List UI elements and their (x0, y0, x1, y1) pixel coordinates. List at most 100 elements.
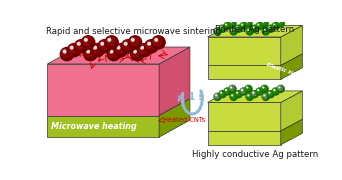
Circle shape (67, 43, 81, 58)
Circle shape (137, 43, 152, 58)
Circle shape (241, 23, 244, 26)
Circle shape (266, 24, 275, 33)
Text: Microwave heating: Microwave heating (52, 122, 137, 131)
Circle shape (245, 85, 251, 91)
Circle shape (121, 40, 132, 50)
Circle shape (245, 20, 251, 26)
Circle shape (277, 85, 283, 91)
Circle shape (220, 26, 222, 28)
Circle shape (214, 93, 220, 99)
Circle shape (255, 87, 264, 96)
Circle shape (215, 29, 218, 31)
Circle shape (225, 89, 227, 91)
Circle shape (272, 22, 278, 28)
Circle shape (236, 26, 238, 28)
Circle shape (244, 19, 253, 28)
Circle shape (86, 50, 90, 54)
Circle shape (107, 38, 111, 42)
Circle shape (129, 36, 139, 46)
Circle shape (240, 22, 246, 28)
Circle shape (257, 89, 260, 91)
Circle shape (84, 38, 88, 42)
Circle shape (98, 40, 108, 50)
Polygon shape (281, 54, 302, 79)
Circle shape (262, 21, 264, 23)
Circle shape (218, 24, 227, 33)
Circle shape (60, 47, 74, 61)
Circle shape (272, 87, 280, 96)
Circle shape (235, 25, 241, 31)
Polygon shape (48, 64, 159, 116)
Circle shape (235, 90, 241, 96)
Circle shape (83, 47, 98, 61)
Circle shape (252, 26, 254, 28)
Circle shape (239, 22, 248, 30)
Circle shape (262, 27, 270, 36)
Circle shape (276, 85, 285, 93)
Circle shape (117, 46, 121, 50)
Circle shape (107, 48, 118, 58)
Polygon shape (159, 47, 190, 116)
Circle shape (228, 85, 235, 91)
Circle shape (105, 36, 116, 46)
Circle shape (247, 94, 250, 96)
Circle shape (246, 93, 254, 101)
Circle shape (82, 36, 92, 46)
Polygon shape (48, 116, 159, 137)
Circle shape (223, 87, 232, 96)
Circle shape (131, 48, 141, 58)
Circle shape (74, 39, 89, 54)
Circle shape (75, 40, 85, 50)
Circle shape (256, 88, 262, 94)
Circle shape (231, 29, 234, 31)
Circle shape (234, 24, 243, 33)
Circle shape (154, 38, 158, 42)
Circle shape (262, 28, 268, 34)
Circle shape (262, 93, 270, 101)
Circle shape (90, 43, 105, 58)
Circle shape (214, 28, 220, 34)
Text: Printed Ag pattern: Printed Ag pattern (215, 25, 294, 34)
Polygon shape (48, 47, 190, 64)
Circle shape (67, 44, 78, 54)
Circle shape (230, 21, 232, 23)
Circle shape (228, 20, 235, 26)
Circle shape (219, 90, 225, 96)
Circle shape (236, 91, 238, 94)
Circle shape (246, 27, 254, 36)
Circle shape (229, 93, 238, 101)
Circle shape (262, 93, 268, 99)
Circle shape (225, 23, 227, 26)
Circle shape (213, 27, 222, 36)
Circle shape (231, 94, 234, 96)
Circle shape (250, 90, 259, 98)
Circle shape (273, 23, 276, 26)
Circle shape (97, 39, 112, 54)
Circle shape (91, 44, 102, 54)
Circle shape (224, 88, 230, 94)
Circle shape (240, 88, 246, 94)
Circle shape (273, 89, 276, 91)
Circle shape (60, 48, 71, 58)
Circle shape (260, 85, 269, 93)
Circle shape (246, 21, 248, 23)
Circle shape (251, 90, 257, 96)
Circle shape (246, 28, 252, 34)
Circle shape (104, 35, 119, 50)
Circle shape (250, 24, 259, 33)
Polygon shape (208, 25, 302, 37)
Text: Highly conductive Ag pattern: Highly conductive Ag pattern (192, 150, 318, 159)
Circle shape (152, 36, 162, 46)
Circle shape (276, 19, 285, 28)
Circle shape (266, 90, 275, 98)
Text: Heated CNTs: Heated CNTs (163, 117, 205, 123)
Polygon shape (281, 119, 302, 145)
Circle shape (93, 46, 97, 50)
Circle shape (263, 29, 266, 31)
Circle shape (267, 90, 273, 96)
Circle shape (151, 35, 166, 50)
Circle shape (121, 39, 135, 54)
Circle shape (268, 91, 271, 94)
Circle shape (229, 27, 238, 36)
Circle shape (228, 19, 237, 28)
